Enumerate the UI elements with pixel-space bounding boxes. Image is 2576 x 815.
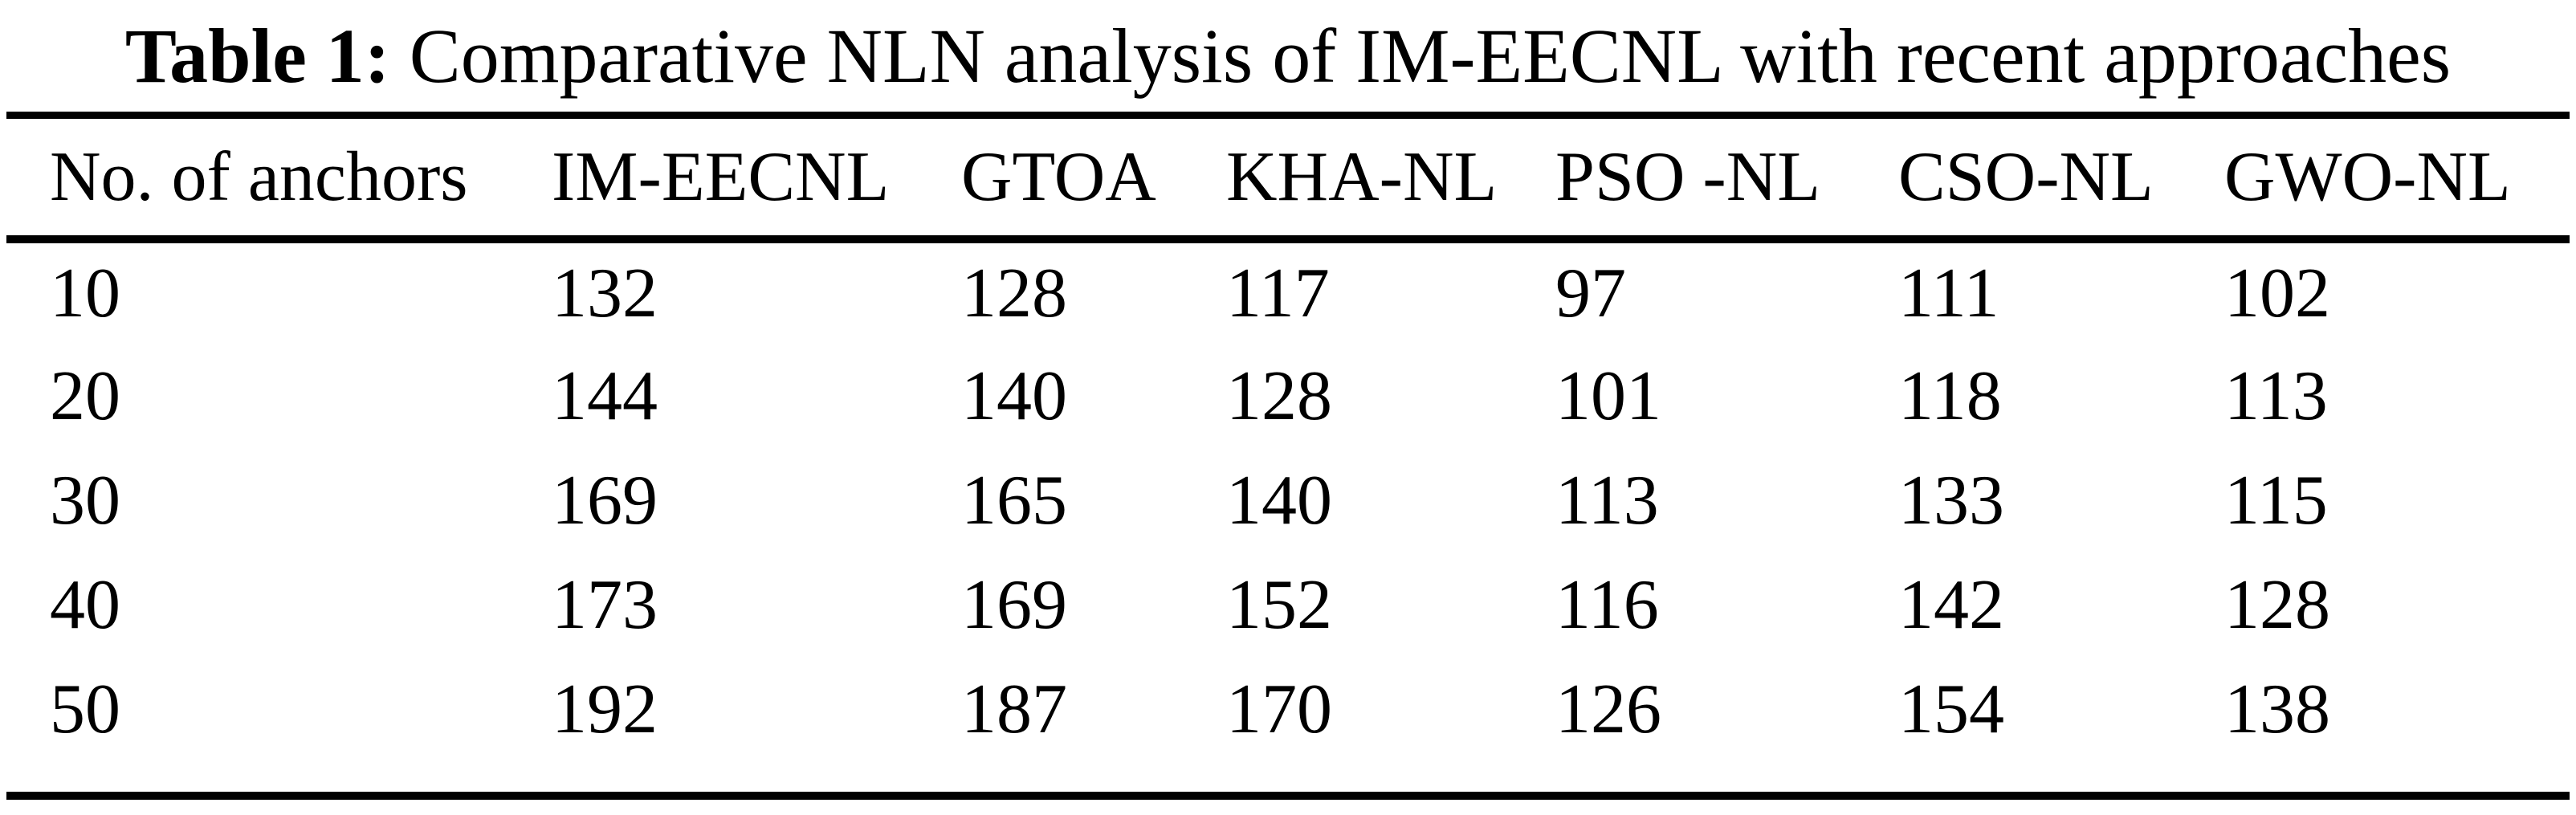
table-cell: 118 <box>1898 357 2002 435</box>
table-cell: 30 <box>50 461 120 540</box>
table-cell: 115 <box>2224 461 2328 540</box>
table-cell: 111 <box>1898 255 1999 332</box>
table-cell: 154 <box>1898 670 2004 748</box>
table-cell: 10 <box>50 255 120 332</box>
column-header-kha-nl: KHA-NL <box>1226 138 1498 216</box>
column-header-im-eecnl: IM-EECNL <box>552 138 890 216</box>
table-cell: 152 <box>1226 565 1332 644</box>
table-container: No. of anchors IM-EECNL GTOA KHA-NL PSO … <box>6 112 2570 800</box>
table-cell: 101 <box>1555 357 1661 435</box>
table-cell: 169 <box>552 461 658 540</box>
table-cell: 113 <box>1555 461 1659 540</box>
table-row: 20 144 140 128 101 118 113 <box>6 344 2570 448</box>
table-cell: 117 <box>1226 255 1330 332</box>
table-number-label: Table 1: <box>124 13 390 99</box>
table-cell: 132 <box>552 255 658 332</box>
table-row: 30 169 165 140 113 133 115 <box>6 448 2570 552</box>
table-cell: 113 <box>2224 357 2328 435</box>
table-cell: 128 <box>1226 357 1332 435</box>
table-cell: 128 <box>2224 565 2330 644</box>
table-cell: 138 <box>2224 670 2330 748</box>
comparison-table: No. of anchors IM-EECNL GTOA KHA-NL PSO … <box>6 119 2570 761</box>
table-row: 10 132 128 117 97 111 102 <box>6 239 2570 344</box>
table-row: 40 173 169 152 116 142 128 <box>6 552 2570 657</box>
column-header-anchors: No. of anchors <box>50 138 468 216</box>
table-cell: 165 <box>961 461 1067 540</box>
table-cell: 140 <box>1226 461 1332 540</box>
table-row: 50 192 187 170 126 154 138 <box>6 657 2570 761</box>
table-cell: 126 <box>1555 670 1661 748</box>
column-header-gtoa: GTOA <box>961 138 1156 216</box>
table-cell: 128 <box>961 255 1067 332</box>
table-cell: 140 <box>961 357 1067 435</box>
table-cell: 144 <box>552 357 658 435</box>
table-cell: 142 <box>1898 565 2004 644</box>
table-cell: 133 <box>1898 461 2004 540</box>
column-header-cso-nl: CSO-NL <box>1898 138 2154 216</box>
table-cell: 187 <box>961 670 1067 748</box>
table-cell: 173 <box>552 565 658 644</box>
table-cell: 40 <box>50 565 120 644</box>
column-header-gwo-nl: GWO-NL <box>2224 138 2511 216</box>
table-cell: 50 <box>50 670 120 748</box>
table-cell: 169 <box>961 565 1067 644</box>
table-cell: 192 <box>552 670 658 748</box>
table-cell: 170 <box>1226 670 1332 748</box>
column-header-pso-nl: PSO -NL <box>1555 138 1821 216</box>
table-cell: 20 <box>50 357 120 435</box>
table-caption-text: Comparative NLN analysis of IM-EECNL wit… <box>389 13 2452 99</box>
table-cell: 116 <box>1555 565 1659 644</box>
table-caption: Table 1: Comparative NLN analysis of IM-… <box>0 0 2576 112</box>
header-row: No. of anchors IM-EECNL GTOA KHA-NL PSO … <box>6 119 2570 239</box>
table-cell: 102 <box>2224 255 2330 332</box>
table-cell: 97 <box>1555 255 1626 332</box>
